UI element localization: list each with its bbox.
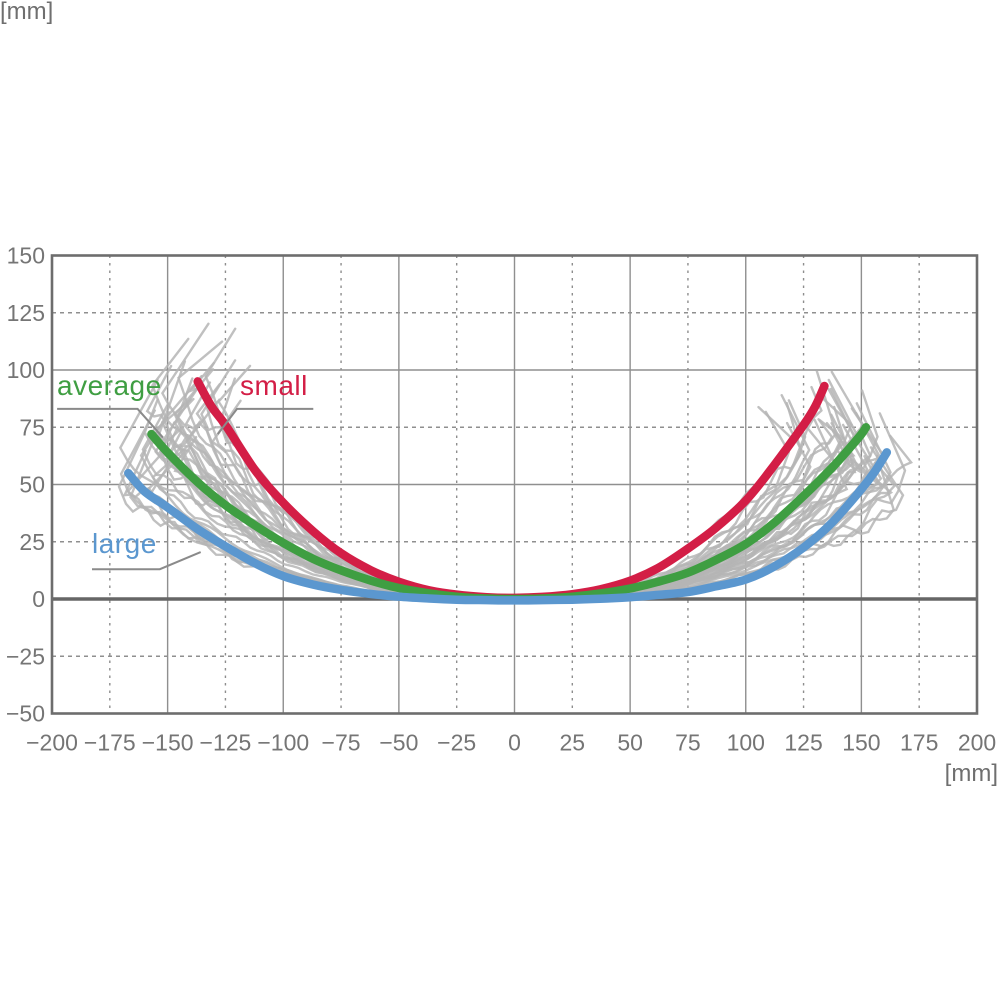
- y-tick-label: 25: [19, 529, 45, 555]
- curve-label-average: average: [57, 370, 162, 401]
- y-tick-label: −50: [6, 701, 45, 727]
- series-curve-large: [124, 448, 892, 605]
- y-tick-label: 100: [7, 357, 45, 383]
- leader-line-small: [217, 407, 314, 435]
- y-tick-label: −25: [6, 643, 45, 669]
- x-tick-label: 150: [842, 730, 880, 756]
- x-tick-label: 125: [784, 730, 822, 756]
- x-tick-label: 0: [508, 730, 521, 756]
- x-tick-label: 50: [617, 730, 643, 756]
- leader-line-average: [57, 407, 164, 439]
- y-tick-label: 50: [19, 472, 45, 498]
- y-tick-label: 0: [32, 586, 45, 612]
- x-tick-label: −25: [437, 730, 476, 756]
- plot-border: [50, 254, 979, 715]
- y-tick-label: 75: [19, 414, 45, 440]
- y-tick-label: 150: [7, 243, 45, 269]
- x-tick-label: 25: [560, 730, 586, 756]
- x-tick-label: −100: [257, 730, 309, 756]
- x-tick-label: 200: [958, 730, 996, 756]
- x-tick-label: −200: [26, 730, 78, 756]
- y-axis-unit-label: [mm]: [0, 0, 54, 25]
- x-tick-label: 75: [675, 730, 701, 756]
- x-tick-label: −175: [84, 730, 136, 756]
- x-tick-label: −50: [379, 730, 418, 756]
- x-tick-label: 175: [900, 730, 938, 756]
- leader-line-large: [92, 551, 202, 571]
- curve-label-large: large: [92, 528, 157, 559]
- x-tick-label: −75: [322, 730, 361, 756]
- x-tick-label: 100: [727, 730, 765, 756]
- y-tick-label: 125: [7, 300, 45, 326]
- x-tick-label: −150: [142, 730, 194, 756]
- curve-label-small: small: [240, 370, 308, 401]
- x-axis-unit-label: [mm]: [944, 760, 998, 787]
- x-tick-label: −125: [200, 730, 252, 756]
